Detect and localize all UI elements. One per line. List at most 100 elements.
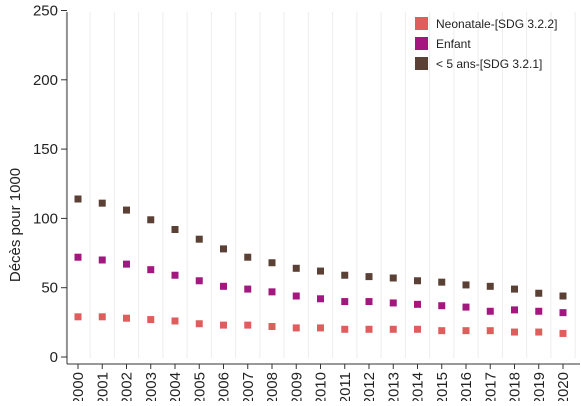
point-series-3 xyxy=(559,292,567,300)
point-series-1 xyxy=(414,325,421,333)
point-series-2 xyxy=(195,277,203,285)
x-tick-label: 2012 xyxy=(361,372,378,401)
x-tick-label: 2010 xyxy=(313,372,330,401)
legend: Neonatale-[SDG 3.2.2] Enfant < 5 ans-[SDG … xyxy=(415,17,557,71)
point-series-1 xyxy=(292,324,300,332)
point-series-1 xyxy=(220,321,227,329)
point-series-1 xyxy=(195,320,203,328)
point-series-2 xyxy=(292,292,300,300)
point-series-2 xyxy=(414,300,421,308)
point-series-1 xyxy=(74,313,82,321)
point-series-3 xyxy=(292,264,300,272)
point-series-3 xyxy=(414,277,421,285)
x-tick-label: 2001 xyxy=(94,372,111,401)
x-tick-label: 2009 xyxy=(288,372,305,401)
point-series-2 xyxy=(317,295,324,303)
y-tick-label: 200 xyxy=(33,72,58,89)
point-series-2 xyxy=(341,298,349,306)
point-series-1 xyxy=(389,325,397,333)
point-series-1 xyxy=(171,317,179,325)
point-series-2 xyxy=(268,288,276,296)
point-series-2 xyxy=(462,303,470,311)
point-series-1 xyxy=(511,328,518,336)
point-series-3 xyxy=(147,216,155,224)
point-series-1 xyxy=(244,321,252,329)
y-tick-label: 50 xyxy=(41,280,58,297)
point-series-3 xyxy=(535,289,543,297)
x-tick-label: 2011 xyxy=(337,372,354,401)
point-series-1 xyxy=(438,327,446,335)
point-series-3 xyxy=(341,271,349,279)
x-tick-label: 2015 xyxy=(434,372,451,401)
point-series-3 xyxy=(220,245,227,253)
y-tick-label: 0 xyxy=(50,349,58,366)
point-series-3 xyxy=(74,195,82,203)
point-series-1 xyxy=(317,324,324,332)
point-series-2 xyxy=(171,271,179,279)
point-series-1 xyxy=(147,316,155,324)
y-tick-label: 250 xyxy=(33,3,58,20)
point-series-1 xyxy=(462,327,470,335)
point-series-2 xyxy=(511,306,518,314)
point-series-3 xyxy=(389,274,397,282)
point-series-2 xyxy=(389,299,397,307)
x-tick-label: 2017 xyxy=(482,372,499,401)
x-tick-label: 2019 xyxy=(531,372,548,401)
x-tick-label: 2000 xyxy=(70,372,87,401)
point-series-2 xyxy=(535,307,543,315)
legend-label-1: Neonatale-[SDG 3.2.2] xyxy=(436,17,557,31)
x-tick-label: 2002 xyxy=(119,372,136,401)
legend-label-2: Enfant xyxy=(436,37,471,51)
point-series-1 xyxy=(535,328,543,336)
point-series-3 xyxy=(438,278,446,286)
x-tick-label: 2005 xyxy=(191,372,208,401)
point-series-3 xyxy=(462,281,470,289)
point-series-3 xyxy=(317,267,324,275)
point-series-1 xyxy=(559,329,567,337)
point-series-3 xyxy=(486,282,494,290)
point-series-2 xyxy=(98,256,106,264)
y-axis-label: Décès pour 1000 xyxy=(7,168,24,282)
x-tick-label: 2008 xyxy=(264,372,281,401)
x-tick-label: 2013 xyxy=(385,372,402,401)
point-series-2 xyxy=(123,260,130,268)
x-tick-label: 2014 xyxy=(410,372,427,401)
point-series-2 xyxy=(486,307,494,315)
point-series-2 xyxy=(147,266,155,274)
legend-swatch-3 xyxy=(415,57,428,70)
point-series-3 xyxy=(365,273,373,281)
x-tick-label: 2016 xyxy=(458,372,475,401)
axes: 0 50 100 150 200 250 2000 2001 2002 2003 2004 2005 2… xyxy=(33,3,580,405)
point-series-3 xyxy=(123,206,130,214)
point-series-2 xyxy=(220,282,227,290)
point-series-2 xyxy=(559,309,567,317)
point-series-2 xyxy=(244,285,252,293)
point-series-2 xyxy=(74,253,82,261)
point-series-1 xyxy=(268,323,276,331)
point-series-1 xyxy=(365,325,373,333)
point-series-3 xyxy=(244,253,252,261)
point-series-3 xyxy=(268,259,276,267)
legend-swatch-1 xyxy=(415,17,428,30)
x-tick-label: 2004 xyxy=(167,372,184,401)
point-series-1 xyxy=(341,325,349,333)
point-series-2 xyxy=(365,298,373,306)
x-tick-label: 2007 xyxy=(240,372,257,401)
point-series-3 xyxy=(171,225,179,233)
legend-swatch-2 xyxy=(415,37,428,50)
point-series-3 xyxy=(511,285,518,293)
data-points xyxy=(74,195,567,337)
y-tick-label: 150 xyxy=(33,141,58,158)
point-series-1 xyxy=(123,314,130,322)
x-tick-label: 2003 xyxy=(143,372,160,401)
x-tick-label: 2020 xyxy=(555,372,572,401)
point-series-3 xyxy=(98,199,106,207)
grid-lines xyxy=(65,12,576,358)
x-tick-label: 2018 xyxy=(507,372,524,401)
y-tick-label: 100 xyxy=(33,210,58,227)
point-series-3 xyxy=(195,235,203,243)
legend-label-3: < 5 ans-[SDG 3.2.1] xyxy=(436,57,542,71)
point-series-1 xyxy=(98,313,106,321)
